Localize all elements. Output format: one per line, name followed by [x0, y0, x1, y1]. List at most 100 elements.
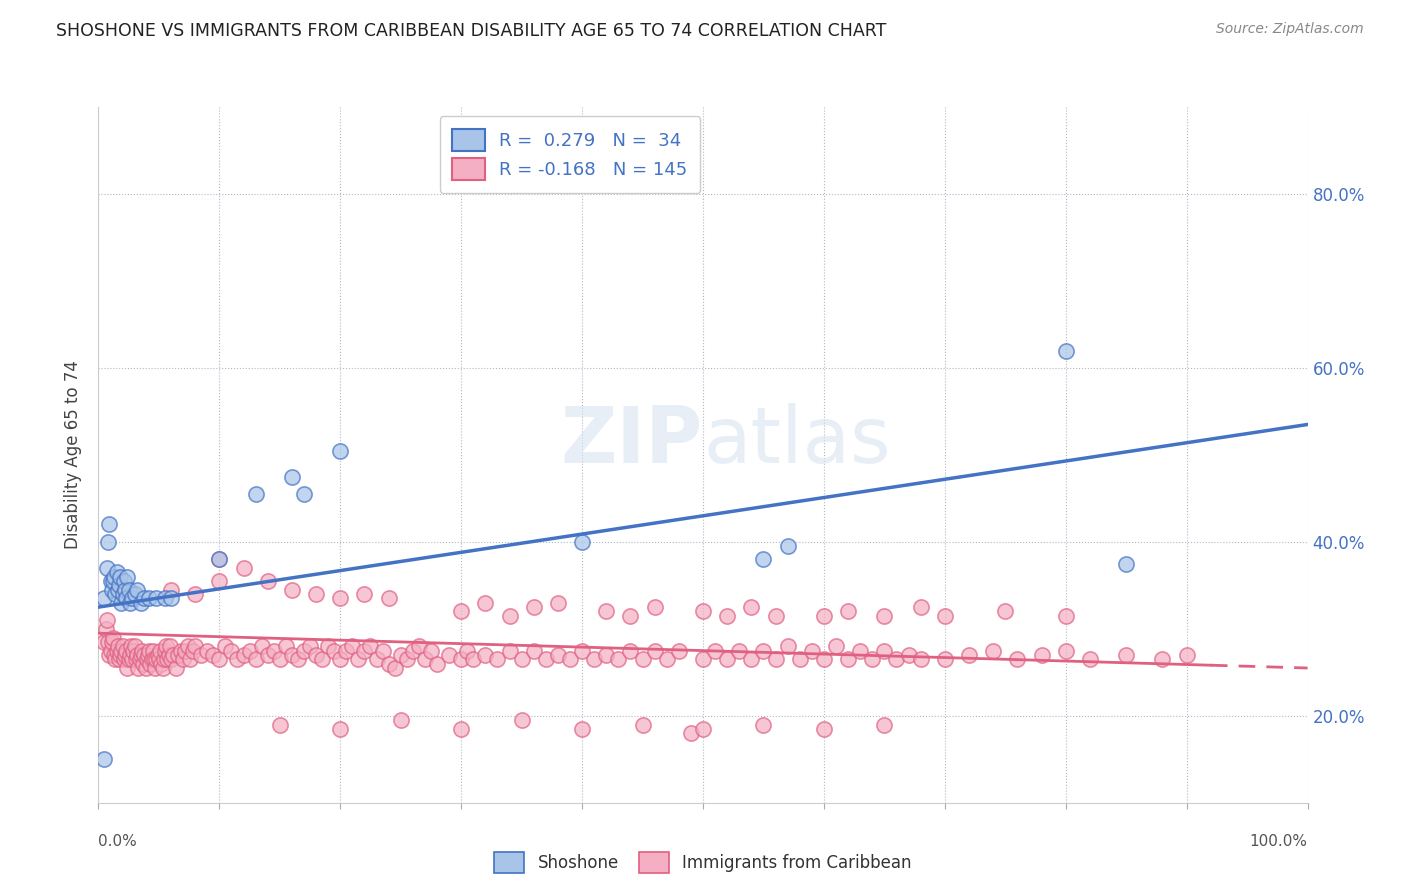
Point [208, 652, 231, 666]
Point [607, 652, 630, 666]
Point [450, 605, 472, 619]
Point [342, 639, 364, 653]
Point [329, 591, 352, 606]
Point [96, 613, 118, 627]
Point [510, 652, 533, 666]
Point [910, 600, 932, 615]
Point [125, 652, 148, 666]
Point [281, 469, 304, 483]
Point [256, 574, 278, 588]
Point [316, 639, 339, 653]
Point [159, 639, 181, 653]
Point [132, 657, 155, 671]
Point [716, 652, 738, 666]
Point [371, 643, 394, 657]
Point [523, 600, 546, 615]
Point [239, 643, 262, 657]
Point [583, 652, 606, 666]
Point [256, 648, 278, 662]
Point [250, 639, 273, 653]
Point [765, 652, 787, 666]
Point [110, 596, 132, 610]
Point [226, 652, 249, 666]
Point [145, 591, 167, 606]
Point [177, 639, 200, 653]
Point [486, 652, 509, 666]
Point [101, 631, 124, 645]
Point [1152, 652, 1174, 666]
Point [408, 639, 430, 653]
Point [245, 487, 267, 501]
Point [679, 726, 702, 740]
Point [131, 643, 153, 657]
Point [112, 652, 135, 666]
Point [395, 652, 418, 666]
Point [127, 648, 149, 662]
Point [934, 608, 956, 623]
Point [450, 722, 472, 736]
Point [740, 652, 762, 666]
Point [498, 608, 520, 623]
Point [145, 652, 167, 666]
Point [463, 652, 485, 666]
Point [160, 652, 183, 666]
Point [160, 582, 183, 597]
Point [174, 643, 197, 657]
Point [353, 643, 375, 657]
Point [93, 752, 115, 766]
Point [886, 652, 908, 666]
Point [934, 652, 956, 666]
Point [994, 605, 1017, 619]
Point [139, 657, 162, 671]
Point [619, 643, 641, 657]
Point [957, 648, 980, 662]
Text: 0.0%: 0.0% [98, 834, 138, 849]
Point [263, 643, 285, 657]
Point [752, 552, 775, 566]
Point [208, 552, 231, 566]
Point [450, 652, 472, 666]
Text: SHOSHONE VS IMMIGRANTS FROM CARIBBEAN DISABILITY AGE 65 TO 74 CORRELATION CHART: SHOSHONE VS IMMIGRANTS FROM CARIBBEAN DI… [56, 22, 887, 40]
Point [121, 591, 143, 606]
Point [121, 652, 143, 666]
Point [129, 648, 152, 662]
Point [162, 648, 184, 662]
Point [619, 608, 641, 623]
Point [118, 596, 141, 610]
Point [108, 648, 131, 662]
Point [360, 639, 382, 653]
Point [510, 713, 533, 727]
Point [305, 648, 328, 662]
Point [232, 648, 254, 662]
Point [184, 587, 207, 601]
Point [103, 570, 125, 584]
Point [311, 652, 333, 666]
Point [148, 652, 170, 666]
Point [134, 591, 156, 606]
Point [136, 648, 159, 662]
Point [138, 591, 160, 606]
Point [692, 605, 714, 619]
Point [104, 587, 127, 601]
Point [245, 652, 267, 666]
Point [150, 657, 173, 671]
Point [981, 643, 1004, 657]
Point [179, 652, 201, 666]
Point [135, 652, 157, 666]
Point [152, 652, 174, 666]
Point [172, 652, 194, 666]
Point [547, 648, 569, 662]
Legend: Shoshone, Immigrants from Caribbean: Shoshone, Immigrants from Caribbean [488, 846, 918, 880]
Point [813, 652, 835, 666]
Point [105, 566, 128, 580]
Point [93, 591, 115, 606]
Point [910, 652, 932, 666]
Point [152, 661, 174, 675]
Point [149, 643, 172, 657]
Point [138, 643, 160, 657]
Point [305, 587, 328, 601]
Point [413, 652, 436, 666]
Point [120, 639, 142, 653]
Point [115, 591, 138, 606]
Point [776, 639, 799, 653]
